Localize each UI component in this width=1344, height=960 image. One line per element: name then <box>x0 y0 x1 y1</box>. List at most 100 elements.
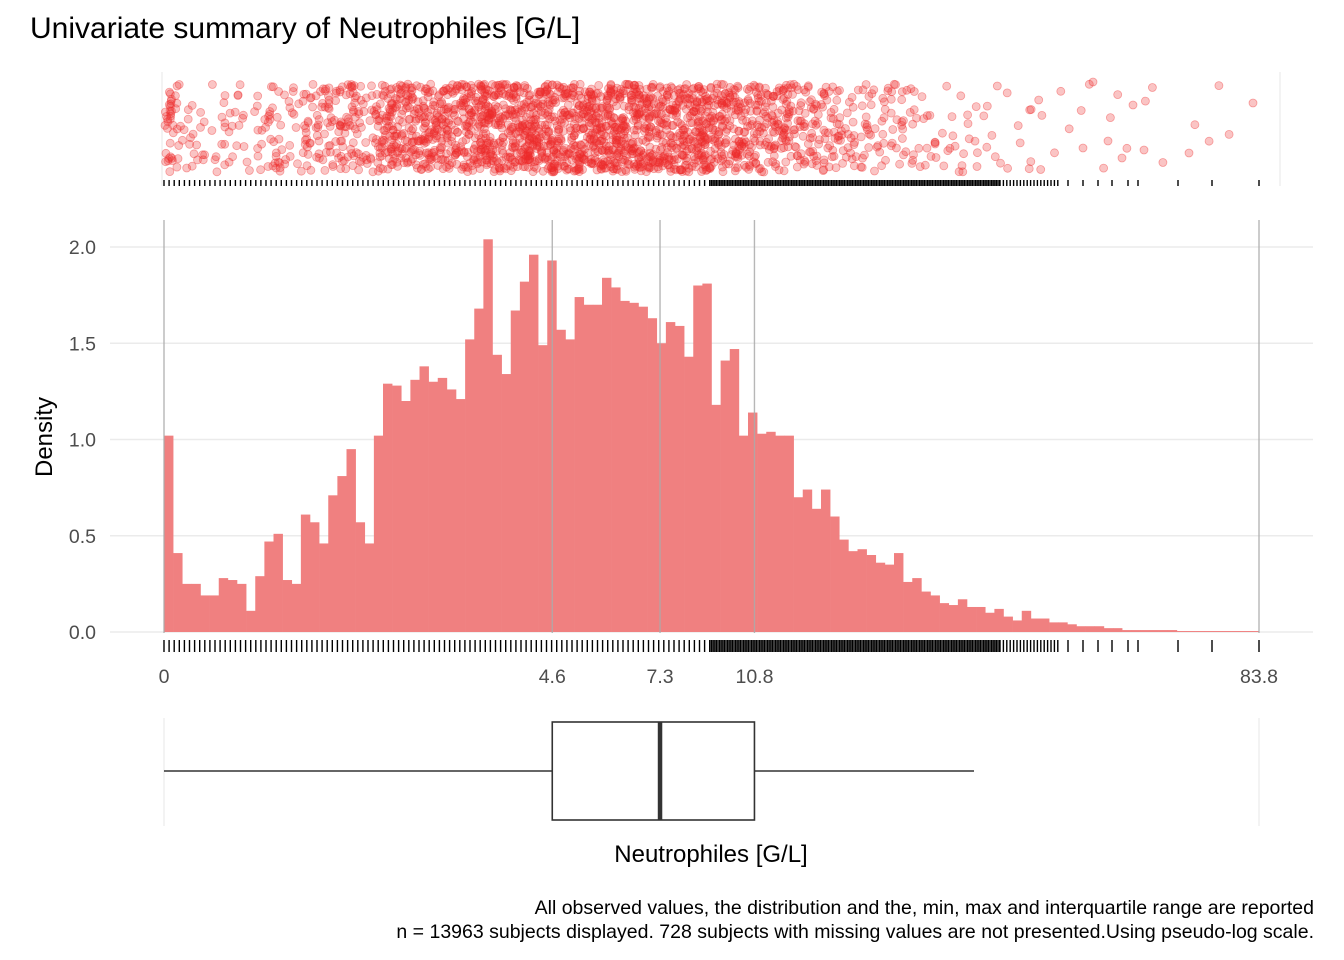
histogram-bar <box>702 283 712 632</box>
observation-point <box>167 106 176 116</box>
x-tick-label: 7.3 <box>646 666 673 688</box>
observation-point <box>594 81 604 90</box>
observation-point <box>379 91 389 101</box>
observation-point <box>334 153 344 163</box>
observation-point <box>432 131 442 141</box>
observation-point <box>895 159 904 169</box>
observation-point <box>734 126 744 136</box>
histogram-bar <box>811 508 822 632</box>
observation-point <box>397 109 407 119</box>
observation-point <box>902 85 912 95</box>
observation-point <box>423 88 433 97</box>
observation-point <box>336 151 346 161</box>
observation-point <box>244 166 254 175</box>
observation-point <box>725 116 735 125</box>
observation-point <box>163 114 172 124</box>
observation-point <box>745 161 755 171</box>
histogram-bar <box>957 599 968 632</box>
observation-point <box>534 138 544 148</box>
observation-point <box>377 143 387 153</box>
observation-point <box>407 137 417 147</box>
observation-point <box>773 116 782 126</box>
observation-point <box>849 131 859 140</box>
observation-point <box>294 99 304 109</box>
observation-point <box>253 151 263 161</box>
observation-point <box>302 142 312 152</box>
observation-point <box>979 111 989 121</box>
histogram-bar <box>711 404 721 632</box>
observation-point <box>644 114 654 124</box>
observation-point <box>700 140 710 149</box>
observation-point <box>323 103 333 113</box>
histogram-bar <box>182 583 192 632</box>
observation-point <box>424 132 434 142</box>
observation-point <box>899 116 908 125</box>
histogram-bar <box>1012 620 1023 632</box>
observation-point <box>908 155 918 165</box>
histogram-bar <box>894 553 904 632</box>
observation-point <box>339 156 349 166</box>
observation-point <box>446 120 456 130</box>
observation-point <box>420 130 430 140</box>
observation-point <box>718 167 728 177</box>
observation-point <box>165 102 175 111</box>
observation-point <box>429 151 439 161</box>
observation-point <box>619 113 628 122</box>
observation-point <box>909 105 919 115</box>
observation-point <box>340 122 350 131</box>
histogram-bar <box>556 329 566 632</box>
histogram-bar <box>994 608 1004 632</box>
observation-point <box>301 89 311 99</box>
observation-point <box>300 135 310 145</box>
observation-point <box>328 162 338 171</box>
observation-point <box>365 116 375 125</box>
observation-point <box>790 129 799 139</box>
observation-point <box>441 117 451 127</box>
histogram-bar <box>373 435 384 632</box>
observation-point <box>506 166 516 176</box>
observation-point <box>384 121 394 131</box>
histogram-bar <box>1113 628 1123 632</box>
observation-point <box>452 81 462 90</box>
observation-point <box>442 162 452 172</box>
observation-point <box>443 90 453 100</box>
observation-point <box>597 118 607 127</box>
observation-point <box>187 161 197 171</box>
observation-point <box>438 87 448 96</box>
histogram-bar <box>255 576 265 632</box>
observation-point <box>406 126 416 136</box>
observation-point <box>1003 163 1012 173</box>
histogram-bar <box>346 449 356 632</box>
observation-point <box>414 114 424 123</box>
observation-point <box>325 147 335 157</box>
observation-point <box>590 153 600 163</box>
observation-point <box>351 91 361 101</box>
observation-point <box>198 155 208 165</box>
observation-point <box>227 121 237 131</box>
observation-point <box>413 97 423 107</box>
observation-point <box>393 146 403 156</box>
histogram-bar <box>483 239 493 633</box>
observation-point <box>401 82 411 92</box>
observation-point <box>996 158 1005 168</box>
observation-point <box>1050 148 1059 158</box>
observation-point <box>808 146 818 156</box>
observation-point <box>423 108 433 117</box>
observation-point <box>1034 95 1044 105</box>
observation-point <box>1037 111 1047 120</box>
histogram-bar <box>1249 631 1260 632</box>
observation-point <box>435 143 445 153</box>
histogram-bar <box>246 610 256 632</box>
observation-point <box>270 158 280 168</box>
observation-point <box>408 137 417 147</box>
observation-point <box>413 136 423 146</box>
histogram-bar <box>1140 630 1150 632</box>
observation-point <box>420 121 430 131</box>
observation-point <box>384 104 394 113</box>
observation-point <box>982 142 992 152</box>
observation-point <box>189 149 199 159</box>
y-tick-label: 1.5 <box>69 333 96 355</box>
observation-point <box>392 129 402 139</box>
observation-point <box>425 87 435 97</box>
observation-point <box>173 154 183 164</box>
